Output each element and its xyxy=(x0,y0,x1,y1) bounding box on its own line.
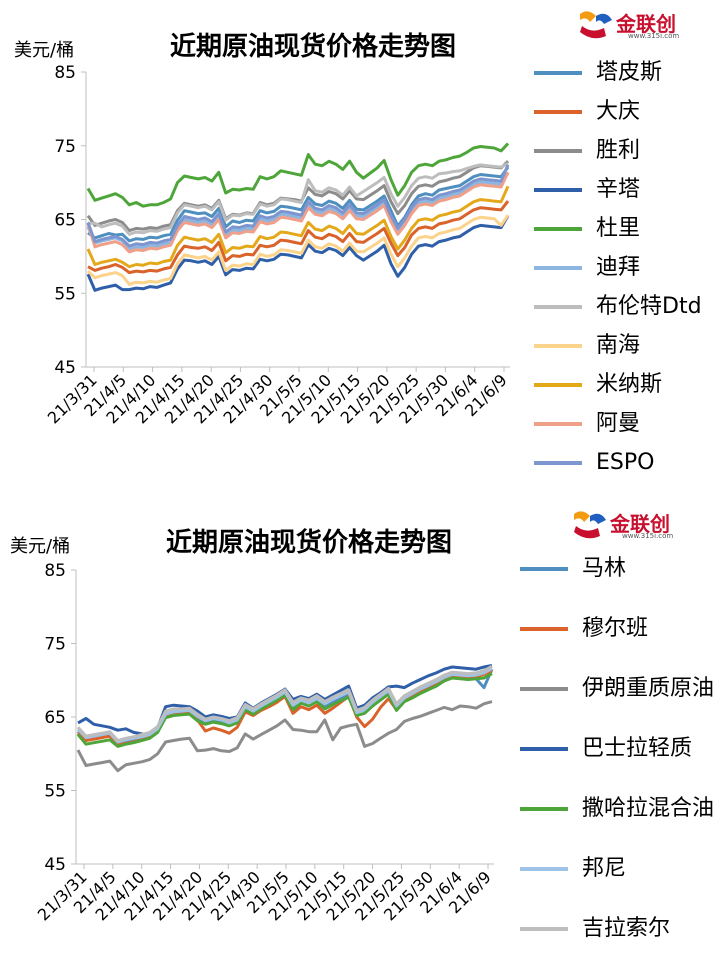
brand-logo: 金联创 www.315i.com xyxy=(570,504,690,544)
logo-mark-icon xyxy=(580,11,612,39)
legend-swatch xyxy=(534,461,582,465)
series-line-6 xyxy=(76,664,493,742)
legend-label: 布伦特Dtd xyxy=(596,294,702,319)
series-line-2 xyxy=(76,700,493,773)
series-line-0 xyxy=(87,166,510,243)
legend-swatch xyxy=(534,188,582,192)
series-line-1 xyxy=(87,200,510,275)
series-line-5 xyxy=(76,667,493,744)
y-tick-label: 55 xyxy=(54,284,76,304)
legend-2: 马林穆尔班伊朗重质原油 巴士拉轻质撒哈拉混合油 邦尼吉拉索尔 xyxy=(520,554,720,968)
line-chart-2: 455565758521/3/3121/4/521/4/1021/4/1521/… xyxy=(34,561,495,924)
legend-label: 阿曼 xyxy=(596,411,641,436)
legend-label: 伊朗重质原油 xyxy=(582,676,715,701)
legend-label: 辛塔 xyxy=(596,177,641,202)
y-tick-label: 55 xyxy=(44,782,66,802)
chart-panel-2: 美元/桶 近期原油现货价格走势图 金联创 www.315i.com 45 55 65… xyxy=(0,484,720,968)
legend-label: 邦尼 xyxy=(582,856,627,881)
legend-swatch xyxy=(534,383,582,387)
legend-swatch xyxy=(534,227,582,231)
series-line-3 xyxy=(86,215,510,292)
legend-label: 吉拉索尔 xyxy=(582,916,671,941)
line-chart-1: 455565758521/3/3121/4/521/4/1021/4/1521/… xyxy=(44,63,511,427)
logo-url: www.315i.com xyxy=(628,32,680,40)
series-line-10 xyxy=(86,164,510,248)
series-line-7 xyxy=(86,214,510,286)
legend-label: 杜里 xyxy=(596,216,641,241)
chart-title: 近期原油现货价格走势图 xyxy=(166,528,453,558)
logo-url: www.315i.com xyxy=(622,532,674,540)
legend-label: 穆尔班 xyxy=(582,616,649,641)
legend-swatch xyxy=(520,927,568,931)
y-tick-label: 45 xyxy=(54,358,76,378)
legend-swatch xyxy=(534,305,582,309)
legend-label: 南海 xyxy=(596,333,641,358)
legend-label: 米纳斯 xyxy=(596,372,663,397)
legend-swatch xyxy=(520,627,568,631)
series-line-5 xyxy=(86,172,510,251)
series-line-8 xyxy=(86,185,510,269)
legend-swatch xyxy=(520,687,568,691)
legend-label: 胜利 xyxy=(596,138,641,163)
series-line-3 xyxy=(77,664,493,737)
logo-name: 金联创 xyxy=(616,12,676,36)
y-tick-label: 85 xyxy=(44,561,66,581)
y-tick-label: 65 xyxy=(54,211,76,231)
legend-swatch xyxy=(520,807,568,811)
legend-label: 巴士拉轻质 xyxy=(582,736,693,761)
series-line-4 xyxy=(86,142,510,208)
legend-swatch xyxy=(534,71,582,75)
series-line-9 xyxy=(86,171,510,254)
brand-logo: 金联创 www.315i.com xyxy=(576,4,696,44)
legend-swatch xyxy=(534,344,582,348)
legend-swatch xyxy=(534,110,582,114)
legend-label: ESPO xyxy=(596,450,655,475)
y-axis-unit: 美元/桶 xyxy=(10,536,71,557)
y-tick-label: 75 xyxy=(44,635,66,655)
legend-label: 塔皮斯 xyxy=(596,60,663,85)
legend-label: 马林 xyxy=(582,556,627,581)
y-axis-unit: 美元/桶 xyxy=(14,40,75,61)
legend-label: 迪拜 xyxy=(596,255,641,280)
y-tick-label: 45 xyxy=(44,855,66,875)
chart-panel-1: 美元/桶 近期原油现货价格走势图 金联创 www.315i.com 45 55 65… xyxy=(14,4,720,478)
legend-swatch xyxy=(520,567,568,571)
logo-name: 金联创 xyxy=(610,512,670,536)
logo-mark-icon xyxy=(574,511,606,539)
y-tick-label: 85 xyxy=(54,63,76,83)
legend-label: 大庆 xyxy=(596,99,641,124)
legend-1: 塔皮斯大庆胜利辛塔杜里迪拜布伦特Dtd 南海米纳斯阿曼 ESPO xyxy=(532,58,720,478)
series-line-6 xyxy=(88,162,509,236)
chart-title: 近期原油现货价格走势图 xyxy=(170,32,457,62)
legend-swatch xyxy=(534,266,582,270)
legend-swatch xyxy=(520,867,568,871)
legend-swatch xyxy=(534,149,582,153)
y-tick-label: 75 xyxy=(54,137,76,157)
legend-label: 撒哈拉混合油 xyxy=(582,796,715,821)
legend-swatch xyxy=(534,422,582,426)
y-tick-label: 65 xyxy=(44,708,66,728)
legend-swatch xyxy=(520,747,568,751)
series-line-4 xyxy=(76,672,493,748)
